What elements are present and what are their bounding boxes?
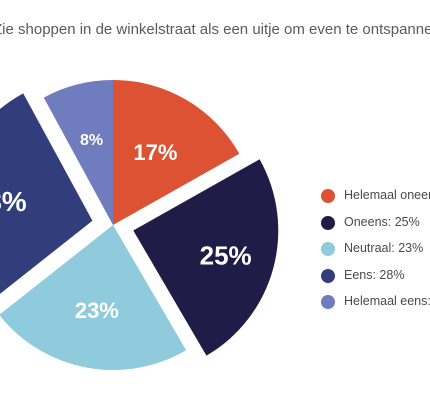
legend-item-oneens: Oneens: 25% xyxy=(321,213,430,233)
legend-label: Eens: 28% xyxy=(344,267,405,282)
legend-swatch xyxy=(321,295,335,309)
legend-item-eens: Eens: 28% xyxy=(321,266,430,286)
legend-item-helemaal-eens: Helemaal eens: 8% xyxy=(321,292,430,312)
legend-label: Helemaal eens: 8% xyxy=(344,294,430,308)
slice-label-helemaal-oneens: 17% xyxy=(133,140,177,165)
pie-slice-helemaal-eens xyxy=(43,80,113,225)
legend: Helemaal oneens: 17% Oneens: 25% Neutraa… xyxy=(321,186,430,319)
pie-slice-eens xyxy=(0,93,93,294)
slice-label-neutraal: 23% xyxy=(75,298,119,323)
pie-slice-neutraal xyxy=(0,225,187,370)
legend-label: Neutraal: 23% xyxy=(344,241,424,255)
slice-label-eens: 28% xyxy=(0,186,27,217)
legend-label: Helemaal oneens: 17% xyxy=(344,188,430,202)
legend-item-neutraal: Neutraal: 23% xyxy=(321,239,430,259)
legend-swatch xyxy=(321,215,335,230)
legend-item-helemaal-oneens: Helemaal oneens: 17% xyxy=(321,186,430,206)
pie-slice-helemaal-oneens xyxy=(113,80,240,225)
slice-label-helemaal-eens: 8% xyxy=(80,132,103,149)
legend-swatch xyxy=(321,268,335,283)
slice-label-oneens: 25% xyxy=(200,240,252,270)
legend-swatch xyxy=(321,242,335,256)
chart-title: Zie shoppen in de winkelstraat als een u… xyxy=(0,21,430,38)
legend-label: Oneens: 25% xyxy=(344,214,420,229)
pie-slice-oneens xyxy=(133,159,279,356)
legend-swatch xyxy=(321,189,335,203)
